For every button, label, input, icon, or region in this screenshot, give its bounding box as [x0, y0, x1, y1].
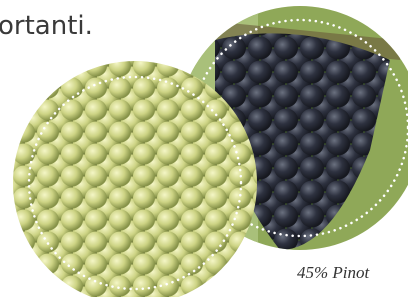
white-grape-photo	[13, 61, 257, 297]
scene: ortanti. 45% Pinot	[0, 0, 408, 297]
page: {"heading": "ortanti.", "caption": "45% …	[0, 0, 408, 297]
caption: 45% Pinot	[297, 263, 371, 282]
heading: ortanti.	[0, 11, 93, 41]
photo-tint	[13, 61, 257, 297]
